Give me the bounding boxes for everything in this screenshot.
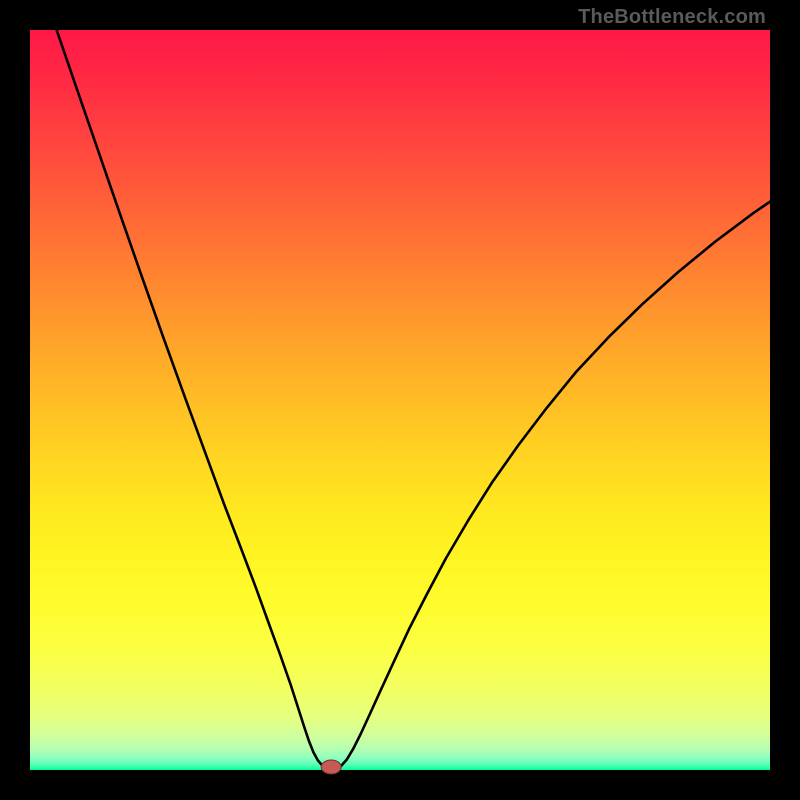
- watermark-text: TheBottleneck.com: [578, 6, 766, 29]
- chart-frame: TheBottleneck.com: [0, 0, 800, 800]
- minimum-marker: [321, 760, 341, 774]
- bottleneck-curve: [30, 30, 770, 770]
